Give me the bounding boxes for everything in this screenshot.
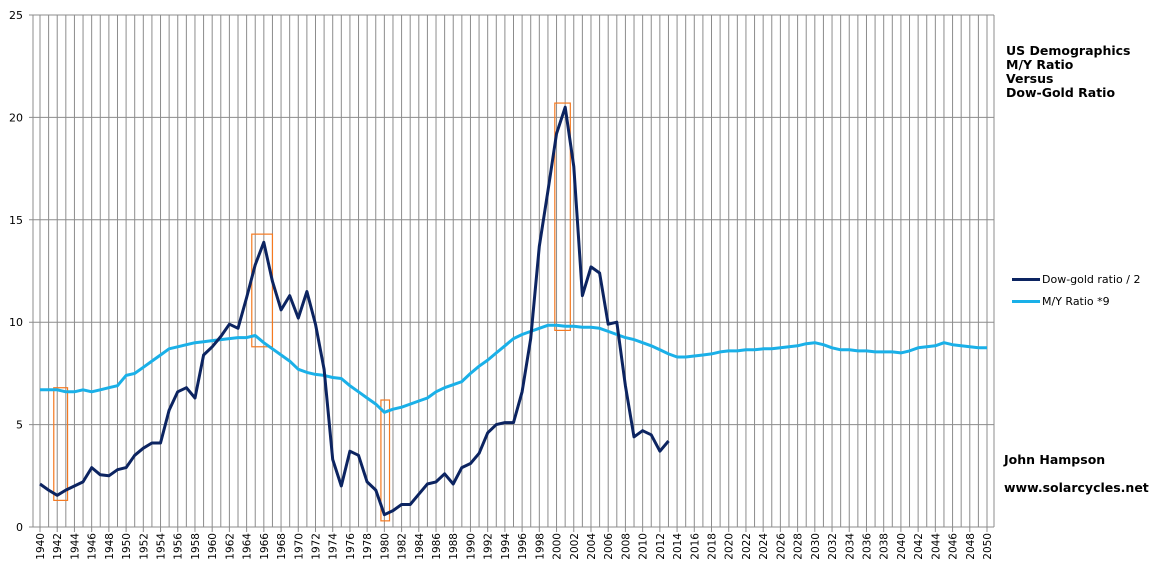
x-tick-label: 2016 (689, 533, 701, 560)
title-line: Dow-Gold Ratio (1006, 85, 1116, 100)
x-tick-label: 2046 (948, 533, 960, 560)
x-tick-label: 2050 (982, 533, 994, 560)
title-line: M/Y Ratio (1006, 57, 1074, 72)
x-tick-label: 1958 (190, 533, 202, 560)
x-tick-label: 2014 (672, 533, 684, 560)
legend-swatch (1012, 299, 1040, 303)
x-tick-label: 1964 (242, 533, 254, 560)
y-tick-label: 25 (9, 9, 23, 22)
x-tick-label: 1982 (397, 533, 409, 560)
y-tick-label: 10 (9, 316, 23, 329)
x-tick-label: 2032 (827, 533, 839, 560)
x-tick-label: 1978 (362, 533, 374, 560)
x-tick-label: 1952 (138, 533, 150, 560)
x-tick-label: 1996 (517, 533, 529, 560)
x-tick-label: 2048 (965, 533, 977, 560)
x-tick-label: 1992 (483, 533, 495, 560)
x-tick-label: 1990 (465, 533, 477, 560)
x-tick-label: 1974 (328, 533, 340, 560)
y-tick-label: 0 (16, 521, 23, 534)
x-tick-label: 1956 (173, 533, 185, 560)
x-tick-label: 1950 (121, 533, 133, 560)
x-tick-label: 1980 (379, 533, 391, 560)
x-tick-label: 1962 (224, 533, 236, 560)
dow-gold-ratio-line (39, 105, 670, 517)
x-tick-label: 2038 (879, 533, 891, 560)
x-tick-label: 2044 (930, 533, 942, 560)
x-tick-label: 1944 (69, 533, 81, 560)
x-tick-label: 2006 (603, 533, 615, 560)
legend: Dow-gold ratio / 2 M/Y Ratio *9 (1012, 268, 1140, 312)
legend-item-dow-gold: Dow-gold ratio / 2 (1012, 268, 1140, 290)
x-tick-label: 1954 (156, 533, 168, 560)
highlight-box (53, 387, 69, 501)
legend-item-my-ratio: M/Y Ratio *9 (1012, 290, 1140, 312)
y-tick-label: 20 (9, 111, 23, 124)
x-tick-label: 1972 (310, 533, 322, 560)
x-tick-label: 1942 (52, 533, 64, 560)
y-tick-label: 15 (9, 214, 23, 227)
x-tick-label: 1976 (345, 533, 357, 560)
x-tick-label: 2022 (741, 533, 753, 560)
highlight-box (554, 102, 571, 331)
x-tick-label: 1994 (500, 533, 512, 560)
x-tick-label: 1948 (104, 533, 116, 560)
x-tick-label: 2012 (655, 533, 667, 560)
x-tick-label: 1970 (293, 533, 305, 560)
x-tick-label: 1940 (35, 533, 47, 560)
x-tick-label: 1988 (448, 533, 460, 560)
x-tick-label: 2034 (844, 533, 856, 560)
author-credit: John Hampson (1004, 452, 1106, 467)
x-tick-label: 1966 (259, 533, 271, 560)
x-tick-label: 2008 (620, 533, 632, 560)
legend-label: Dow-gold ratio / 2 (1042, 272, 1141, 286)
title-line: US Demographics (1006, 43, 1131, 58)
highlight-box (380, 399, 391, 522)
x-tick-label: 1946 (87, 533, 99, 560)
x-tick-label: 2010 (638, 533, 650, 560)
x-tick-label: 1984 (414, 533, 426, 560)
x-tick-label: 2026 (775, 533, 787, 560)
y-tick-label: 5 (16, 419, 23, 432)
website-credit: www.solarcycles.net (1004, 480, 1149, 495)
x-tick-label: 2004 (586, 533, 598, 560)
x-tick-label: 2030 (810, 533, 822, 560)
highlight-box (251, 233, 274, 348)
x-tick-label: 2018 (707, 533, 719, 560)
x-tick-label: 2028 (793, 533, 805, 560)
x-tick-label: 1998 (534, 533, 546, 560)
legend-label: M/Y Ratio *9 (1042, 294, 1110, 308)
legend-swatch (1012, 277, 1040, 281)
x-tick-label: 2040 (896, 533, 908, 560)
chart-title: US Demographics M/Y Ratio Versus Dow-Gol… (1006, 44, 1131, 100)
x-tick-label: 2036 (861, 533, 873, 560)
x-tick-label: 1968 (276, 533, 288, 560)
title-line: Versus (1006, 71, 1054, 86)
x-tick-label: 2020 (724, 533, 736, 560)
x-tick-label: 1986 (431, 533, 443, 560)
x-tick-label: 2042 (913, 533, 925, 560)
x-tick-label: 2000 (552, 533, 564, 560)
x-tick-label: 2024 (758, 533, 770, 560)
x-tick-label: 2002 (569, 533, 581, 560)
x-tick-label: 1960 (207, 533, 219, 560)
